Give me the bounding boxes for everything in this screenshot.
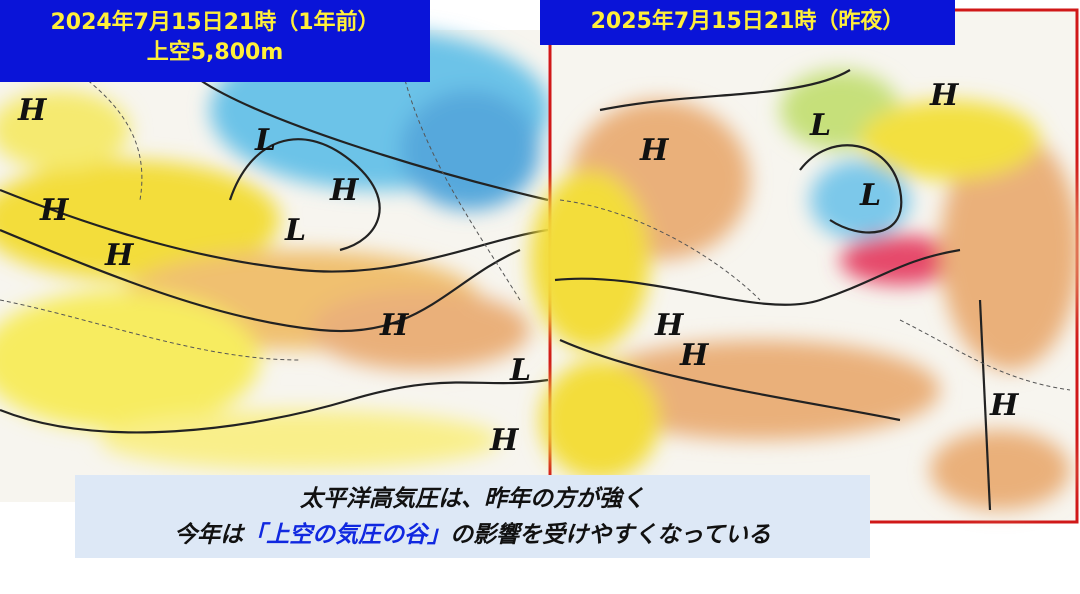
right-weather-map bbox=[530, 8, 1080, 524]
pressure-symbol: H bbox=[679, 338, 710, 373]
pressure-symbol: L bbox=[509, 353, 531, 388]
left-weather-map bbox=[0, 30, 550, 502]
right-title: 2025年7月15日21時（昨夜） bbox=[590, 9, 905, 34]
caption-text: 今年は bbox=[174, 522, 244, 548]
pressure-symbol: H bbox=[639, 133, 670, 168]
pressure-symbol: L bbox=[809, 108, 831, 143]
pressure-symbol: H bbox=[17, 93, 48, 128]
pressure-symbol: L bbox=[284, 213, 306, 248]
caption-line: 太平洋高気圧は、昨年の方が強く bbox=[300, 486, 645, 512]
pressure-symbol: H bbox=[104, 238, 135, 273]
caption-highlight: 「上空の気圧の谷」 bbox=[243, 522, 451, 548]
right-title-box: 2025年7月15日21時（昨夜） bbox=[540, 0, 955, 45]
pressure-symbol: H bbox=[989, 388, 1020, 423]
caption-box: 太平洋高気圧は、昨年の方が強く 今年は「上空の気圧の谷」の影響を受けやすくなって… bbox=[75, 475, 870, 558]
pressure-symbol: H bbox=[39, 193, 70, 228]
pressure-symbol: L bbox=[254, 123, 276, 158]
left-subtitle: 上空5,800m bbox=[146, 40, 284, 65]
pressure-symbol: H bbox=[489, 423, 520, 458]
left-title: 2024年7月15日21時（1年前） bbox=[50, 10, 380, 35]
pressure-symbol: H bbox=[379, 308, 410, 343]
pressure-symbol: L bbox=[859, 178, 881, 213]
pressure-symbol: H bbox=[654, 308, 685, 343]
pressure-symbol: H bbox=[329, 173, 360, 208]
caption-text: の影響を受けやすくなっている bbox=[450, 522, 771, 548]
left-title-box: 2024年7月15日21時（1年前） 上空5,800m bbox=[0, 0, 430, 82]
pressure-symbol: H bbox=[929, 78, 960, 113]
caption-line: 今年は「上空の気圧の谷」の影響を受けやすくなっている bbox=[75, 517, 870, 553]
